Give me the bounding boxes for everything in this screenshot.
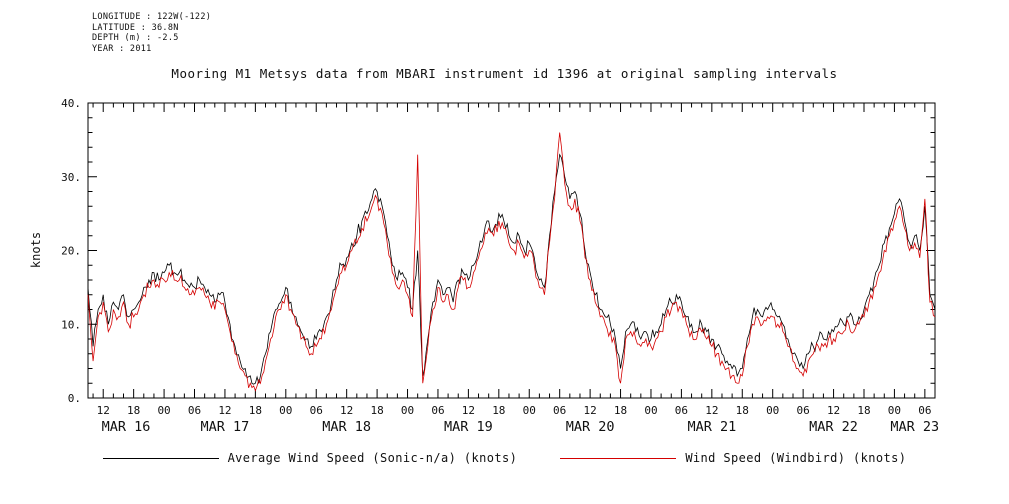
legend-line-sonic — [102, 457, 219, 459]
x-tick-label: 12 — [583, 404, 596, 417]
chart-title: Mooring M1 Metsys data from MBARI instru… — [171, 66, 838, 81]
year-label: YEAR : 2011 — [92, 43, 152, 54]
y-tick-label: 10. — [61, 318, 81, 331]
x-tick-label: 06 — [431, 404, 444, 417]
x-tick-label: 18 — [492, 404, 505, 417]
x-tick-label: 00 — [279, 404, 292, 417]
x-tick-label: 00 — [888, 404, 901, 417]
x-tick-label: 12 — [705, 404, 718, 417]
x-date-label: MAR 20 — [566, 419, 615, 435]
x-date-label: MAR 18 — [322, 419, 371, 435]
x-tick-label: 00 — [157, 404, 170, 417]
y-tick-label: 30. — [61, 171, 81, 184]
x-tick-label: 06 — [188, 404, 201, 417]
x-tick-label: 00 — [401, 404, 414, 417]
x-tick-label: 18 — [127, 404, 140, 417]
series-windbird-path — [87, 132, 936, 392]
station-info: LONGITUDE : 122W(-122) LATITUDE : 36.8N … — [92, 12, 211, 54]
x-tick-label: 06 — [918, 404, 931, 417]
x-tick-label: 06 — [553, 404, 566, 417]
x-date-label: MAR 21 — [687, 419, 736, 435]
series-sonic-path — [87, 153, 936, 385]
x-tick-label: 18 — [736, 404, 749, 417]
latitude-label: LATITUDE : 36.8N — [92, 22, 179, 33]
x-tick-label: 18 — [370, 404, 383, 417]
legend-line-windbird — [560, 457, 677, 459]
x-tick-label: 12 — [827, 404, 840, 417]
legend-label-windbird: Wind Speed (Windbird) (knots) — [685, 451, 907, 465]
x-tick-label: 00 — [644, 404, 657, 417]
x-date-label: MAR 23 — [890, 419, 939, 435]
x-date-label: MAR 17 — [201, 419, 250, 435]
x-tick-label: 06 — [797, 404, 810, 417]
x-tick-label: 12 — [462, 404, 475, 417]
x-tick-label: 06 — [310, 404, 323, 417]
y-tick-label: 0. — [68, 392, 81, 405]
legend-label-sonic: Average Wind Speed (Sonic-n/a) (knots) — [227, 451, 518, 465]
x-tick-label: 06 — [675, 404, 688, 417]
y-tick-label: 40. — [61, 97, 81, 110]
depth-label: DEPTH (m) : -2.5 — [92, 33, 179, 43]
x-tick-label: 00 — [523, 404, 536, 417]
x-tick-label: 18 — [614, 404, 627, 417]
x-tick-label: 00 — [766, 404, 779, 417]
x-tick-label: 18 — [857, 404, 870, 417]
longitude-label: LONGITUDE : 122W(-122) — [92, 12, 212, 22]
x-date-label: MAR 19 — [444, 419, 493, 435]
x-tick-label: 12 — [218, 404, 231, 417]
x-tick-label: 12 — [97, 404, 110, 417]
y-tick-label: 20. — [61, 245, 81, 258]
x-date-label: MAR 16 — [102, 419, 151, 435]
x-tick-label: 18 — [249, 404, 262, 417]
x-tick-label: 12 — [340, 404, 353, 417]
x-date-label: MAR 22 — [809, 419, 858, 435]
legend: Average Wind Speed (Sonic-n/a) (knots) W… — [0, 451, 1009, 465]
